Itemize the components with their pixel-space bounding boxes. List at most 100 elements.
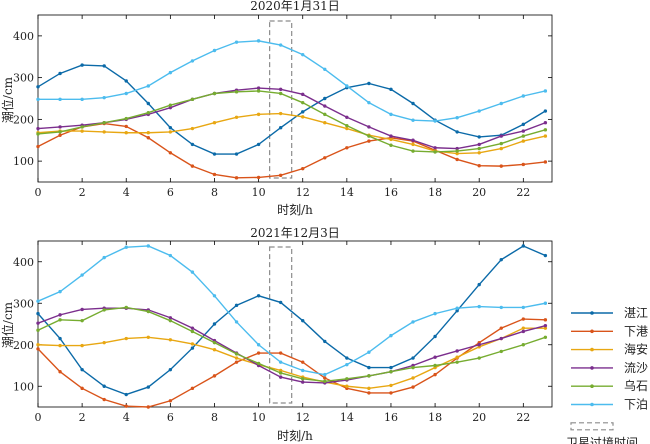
data-point: [389, 370, 393, 374]
tide-chart-panel-2020: 2020年1月31日 潮位/cm 时刻/h 0 2 4 6 8 10 12 14 16 18 20 2…: [0, 0, 553, 217]
data-point: [345, 362, 349, 367]
data-point: [234, 152, 239, 156]
data-point: [455, 355, 459, 359]
data-point: [278, 87, 283, 92]
data-point: [58, 133, 62, 137]
data-point: [521, 343, 526, 347]
legend-marker: [590, 347, 594, 352]
data-point: [411, 385, 415, 389]
series-line-2: [37, 327, 546, 390]
data-point: [389, 137, 393, 142]
data-point: [278, 360, 283, 364]
data-point: [124, 392, 128, 397]
data-point: [146, 110, 151, 115]
data-point: [499, 336, 503, 341]
data-point: [477, 282, 481, 287]
data-point: [301, 100, 305, 105]
data-point: [411, 320, 415, 324]
data-point: [433, 363, 437, 368]
data-point: [146, 136, 151, 140]
data-point: [36, 132, 40, 136]
data-point: [499, 141, 503, 146]
x-tick-label: 12: [296, 411, 310, 424]
data-point: [256, 294, 261, 298]
data-point: [146, 244, 151, 248]
data-point: [168, 126, 173, 130]
data-point: [36, 343, 40, 347]
data-point: [168, 367, 173, 372]
data-point: [389, 87, 393, 92]
legend-label: 下港: [624, 324, 648, 338]
data-point: [212, 294, 217, 298]
data-point: [477, 356, 481, 360]
data-point: [455, 309, 459, 313]
data-point: [323, 156, 327, 160]
data-point: [323, 379, 327, 383]
data-point: [367, 134, 371, 138]
data-point: [102, 308, 106, 312]
data-point: [301, 110, 305, 114]
data-point: [190, 326, 195, 330]
legend-marker: [590, 384, 594, 389]
data-point: [58, 97, 62, 102]
data-point: [190, 126, 195, 131]
x-tick-label: 10: [252, 411, 266, 424]
data-point: [345, 115, 349, 119]
data-point: [323, 67, 327, 71]
data-point: [521, 317, 526, 321]
data-point: [58, 130, 62, 134]
data-point: [256, 142, 261, 147]
data-point: [190, 142, 195, 147]
data-point: [168, 316, 173, 320]
data-point: [234, 352, 239, 356]
data-point: [190, 97, 195, 102]
data-point: [168, 399, 173, 403]
data-point: [234, 176, 239, 180]
data-point: [124, 79, 128, 83]
data-point: [543, 326, 548, 330]
x-tick-label: 12: [296, 186, 310, 199]
tide-chart-panel-2021: 2021年12月3日 潮位/cm 时刻/h 0 2 4 6 8 10 12 14 16 18 20 2…: [0, 226, 553, 443]
data-point: [212, 348, 217, 352]
data-point: [168, 130, 173, 134]
data-point: [212, 91, 217, 96]
data-point: [80, 318, 84, 323]
legend-label: 下泊: [624, 398, 648, 412]
data-point: [234, 320, 239, 324]
data-point: [301, 360, 305, 364]
data-point: [146, 335, 151, 339]
data-point: [411, 138, 415, 142]
series-line-5: [37, 245, 546, 376]
data-point: [499, 257, 503, 262]
x-tick-label: 4: [123, 186, 130, 199]
x-axis-label: 时刻/h: [277, 429, 313, 443]
series-line-0: [37, 245, 546, 396]
data-point: [345, 384, 349, 388]
data-point: [543, 335, 548, 339]
data-point: [212, 322, 217, 326]
data-point: [521, 122, 526, 127]
data-point: [411, 365, 415, 370]
series-line-4: [37, 90, 546, 153]
data-point: [389, 383, 393, 388]
data-point: [323, 376, 327, 380]
data-point: [212, 374, 217, 378]
legend-marker: [590, 329, 594, 334]
data-point: [433, 119, 437, 123]
data-point: [36, 328, 40, 332]
data-point: [455, 149, 459, 153]
data-point: [146, 405, 151, 409]
data-point: [212, 121, 217, 125]
legend-label: 乌石: [624, 378, 648, 393]
data-point: [477, 142, 481, 147]
data-point: [455, 116, 459, 120]
data-point: [278, 300, 283, 305]
x-tick-label: 14: [340, 186, 354, 199]
data-point: [124, 305, 128, 310]
data-point: [323, 372, 327, 377]
x-tick-label: 6: [167, 411, 174, 424]
data-point: [433, 355, 437, 359]
data-point: [543, 109, 548, 113]
data-point: [36, 144, 40, 149]
